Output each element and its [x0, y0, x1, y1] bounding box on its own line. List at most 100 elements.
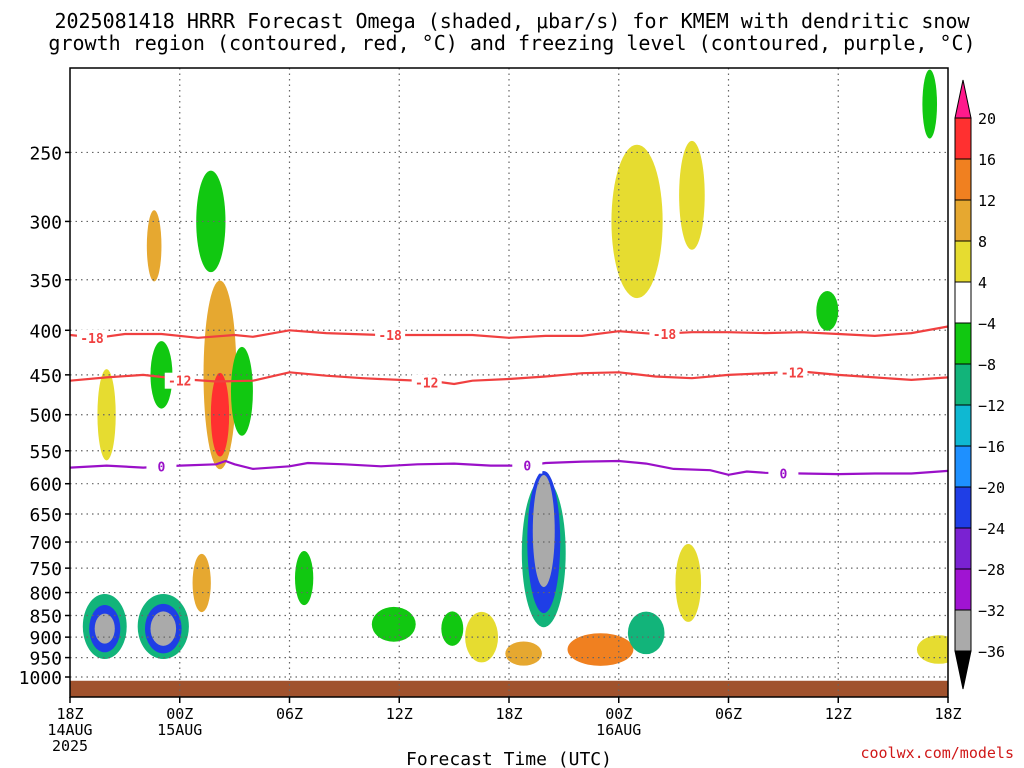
contour-freezing-level-2: 0 0 0 — [69, 457, 949, 482]
contour-label: -12 — [781, 366, 804, 381]
source-credit: coolwx.com/models — [860, 744, 1014, 762]
colorbar-segment — [954, 117, 972, 160]
x-tick-label: 18Z — [934, 705, 961, 723]
y-tick-label: 550 — [29, 442, 62, 463]
y-tick-label: 450 — [29, 366, 62, 387]
colorbar-label: 16 — [978, 151, 996, 169]
omega-shaded-region-20 — [532, 475, 555, 588]
colorbar-label: −36 — [978, 643, 1005, 661]
omega-shaded-region-5 — [150, 611, 177, 646]
contour-label-bg — [164, 372, 195, 389]
y-tick-label: 350 — [29, 271, 62, 292]
omega-shaded-region-8 — [192, 553, 211, 613]
contour-label: 0 — [523, 460, 531, 475]
colorbar-segment — [954, 199, 972, 242]
omega-shaded-region-22 — [567, 633, 634, 666]
x-tick-label: 18Z — [56, 705, 83, 723]
omega-shaded-region-21 — [505, 641, 542, 666]
x-tick-label: 12Z — [386, 705, 413, 723]
y-tick-label: 750 — [29, 559, 62, 580]
omega-shaded-region-9 — [150, 341, 173, 409]
y-tick-label: 800 — [29, 584, 62, 605]
contour-label: 0 — [779, 467, 787, 482]
y-tick-label: 600 — [29, 475, 62, 496]
contour-label: -18 — [653, 328, 677, 343]
contour-label-bg — [649, 326, 680, 343]
x-tick-label: 06Z — [715, 705, 742, 723]
contour-label: -18 — [378, 329, 402, 344]
y-tick-label: 700 — [29, 533, 62, 554]
colorbar-label: −28 — [978, 561, 1005, 579]
colorbar-label: −16 — [978, 438, 1005, 456]
omega-shaded-region-14 — [294, 551, 314, 606]
colorbar-segment — [954, 281, 972, 324]
omega-shaded-region-24 — [675, 544, 702, 622]
x-tick-label: 00Z — [605, 705, 632, 723]
colorbar-label: −12 — [978, 397, 1005, 415]
x-tick-label: 12Z — [825, 705, 852, 723]
colorbar-top-arrow — [954, 79, 972, 119]
y-tick-label: 900 — [29, 628, 62, 649]
omega-shaded-region-28 — [916, 635, 948, 664]
contour-label-bg — [146, 458, 177, 475]
x-tick-label: 14AUG — [47, 721, 92, 739]
x-tick-label: 06Z — [276, 705, 303, 723]
contour-label-bg — [76, 329, 107, 346]
x-tick-label: 15AUG — [157, 721, 202, 739]
contour-label: -18 — [80, 332, 104, 347]
contour-label-bg — [512, 457, 543, 474]
colorbar-label: −8 — [978, 356, 996, 374]
contour-dendritic-0: -18 -18 -18 — [69, 325, 949, 347]
colorbar-label: −20 — [978, 479, 1005, 497]
omega-shaded-region-23 — [627, 611, 665, 655]
contour-line — [69, 325, 949, 339]
y-tick-label: 850 — [29, 607, 62, 628]
omega-shaded-region-27 — [816, 290, 839, 331]
omega-shaded-region-16 — [441, 611, 464, 646]
x-tick-label: 2025 — [52, 737, 88, 755]
chart-title-line-2: growth region (contoured, red, °C) and f… — [48, 31, 976, 55]
colorbar-segment — [954, 568, 972, 611]
colorbar-label: 4 — [978, 274, 987, 292]
colorbar-bottom-arrow — [954, 650, 972, 690]
omega-shaded-region-11 — [196, 170, 226, 273]
colorbar-label: −24 — [978, 520, 1005, 538]
contour-label-bg — [411, 374, 442, 391]
colorbar-label: −32 — [978, 602, 1005, 620]
y-tick-label: 250 — [29, 143, 62, 164]
omega-shaded-region-13 — [97, 369, 116, 461]
colorbar-segment — [954, 363, 972, 406]
y-axis: 2503003504004505005506006507007508008509… — [19, 143, 70, 689]
contour-label-bg — [375, 326, 406, 343]
x-tick-label: 00Z — [166, 705, 193, 723]
omega-shaded-region-2 — [94, 613, 115, 644]
y-tick-label: 300 — [29, 212, 62, 233]
omega-shaded-region-12 — [230, 346, 253, 436]
y-tick-label: 400 — [29, 321, 62, 342]
y-tick-label: 650 — [29, 505, 62, 526]
contour-label-bg — [768, 465, 799, 482]
colorbar-segment — [954, 609, 972, 652]
omega-shaded-region-15 — [371, 606, 416, 642]
colorbar-segment — [954, 486, 972, 529]
colorbar-label: −4 — [978, 315, 996, 333]
contour-dendritic-1: -12 -12 -12 — [69, 364, 949, 391]
omega-shaded-region-29 — [922, 69, 938, 139]
colorbar-segment — [954, 445, 972, 488]
colorbar: 20 16 12 8 4 −4 −8 −12 −16 −20 −24 −28 −32 −36 — [954, 79, 1005, 690]
colorbar-label: 8 — [978, 233, 987, 251]
colorbar-label: 20 — [978, 110, 996, 128]
colorbar-segment — [954, 158, 972, 201]
contour-label: -12 — [168, 375, 191, 390]
contour-label-bg — [777, 364, 808, 381]
omega-shaded-region-10 — [146, 210, 162, 282]
x-tick-label: 16AUG — [596, 721, 641, 739]
ground-surface — [70, 680, 948, 697]
colorbar-segment — [954, 322, 972, 365]
y-tick-label: 1000 — [19, 668, 62, 689]
colorbar-segment — [954, 240, 972, 283]
omega-shaded-region-17 — [465, 611, 499, 663]
colorbar-segment — [954, 527, 972, 570]
